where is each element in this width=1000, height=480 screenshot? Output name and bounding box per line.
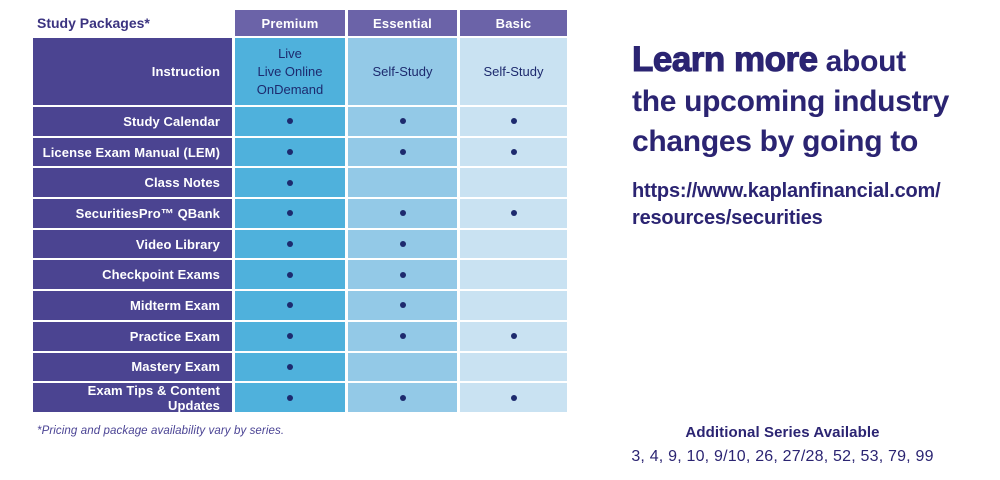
included-dot-icon (287, 333, 293, 340)
feature-cell-basic (460, 137, 567, 167)
row-label-instruction: Instruction (33, 38, 232, 105)
feature-row-label: Class Notes (33, 168, 232, 198)
table-corner-label: Study Packages* (37, 15, 150, 31)
instruction-cell-essential: Self-Study (348, 38, 457, 105)
feature-cell-basic (460, 199, 567, 228)
feature-cell-essential (348, 260, 457, 290)
feature-cell-essential (348, 168, 457, 198)
feature-cell-premium (235, 199, 345, 228)
feature-row-label: Mastery Exam (33, 352, 232, 382)
feature-cell-premium (235, 383, 345, 412)
column-header-basic: Basic (460, 10, 567, 36)
headline-line-2: the upcoming industry (632, 85, 950, 118)
included-dot-icon (510, 118, 517, 125)
feature-cell-premium (235, 107, 345, 136)
feature-row-label: Midterm Exam (33, 291, 232, 320)
study-packages-table: Study Packages* Premium Essential Basic … (33, 10, 567, 413)
feature-row-label: License Exam Manual (LEM) (33, 137, 232, 167)
column-header-essential: Essential (348, 10, 457, 36)
included-dot-icon (287, 363, 293, 370)
feature-cell-basic (460, 229, 567, 259)
headline-line-3: changes by going to (632, 125, 918, 158)
included-dot-icon (287, 118, 293, 125)
headline-line-1: Learn more about (631, 39, 994, 82)
feature-cell-premium (235, 291, 345, 320)
included-dot-icon (399, 394, 406, 401)
feature-cell-basic (460, 321, 567, 351)
feature-cell-essential (348, 137, 457, 167)
included-dot-icon (399, 210, 406, 217)
headline-rest: about (817, 45, 906, 78)
feature-cell-essential (348, 383, 457, 412)
included-dot-icon (510, 333, 517, 340)
website-url-line-1: https://www.kaplanfinancial.com/ (632, 180, 941, 202)
included-dot-icon (287, 271, 293, 278)
feature-cell-basic (460, 291, 567, 320)
instruction-cell-premium: Live Live Online OnDemand (235, 38, 345, 105)
feature-cell-essential (348, 199, 457, 228)
included-dot-icon (287, 394, 293, 401)
included-dot-icon (510, 394, 517, 401)
feature-cell-essential (348, 229, 457, 259)
included-dot-icon (399, 302, 406, 309)
column-header-premium: Premium (235, 10, 345, 36)
feature-cell-premium (235, 352, 345, 382)
included-dot-icon (399, 271, 406, 278)
included-dot-icon (510, 149, 517, 156)
included-dot-icon (399, 149, 406, 156)
included-dot-icon (510, 210, 517, 217)
feature-row-label: Checkpoint Exams (33, 260, 232, 290)
feature-cell-premium (235, 137, 345, 167)
included-dot-icon (399, 118, 406, 125)
feature-cell-basic (460, 168, 567, 198)
instruction-cell-basic: Self-Study (460, 38, 567, 105)
feature-cell-basic (460, 352, 567, 382)
pricing-footnote: *Pricing and package availability vary b… (37, 425, 285, 437)
feature-cell-essential (348, 291, 457, 320)
included-dot-icon (287, 241, 293, 248)
feature-row-label: Video Library (33, 229, 232, 259)
feature-cell-basic (460, 260, 567, 290)
learn-more-promo: Learn more about the upcoming industry c… (631, 39, 994, 232)
additional-series-values: 3, 4, 9, 10, 9/10, 26, 27/28, 52, 53, 79… (631, 448, 934, 465)
headline-emphasis: Learn more (631, 39, 818, 79)
feature-cell-premium (235, 321, 345, 351)
feature-cell-essential (348, 107, 457, 136)
instruction-premium-line: OnDemand (256, 81, 324, 97)
instruction-premium-line: Live Online (257, 63, 323, 79)
included-dot-icon (399, 333, 406, 340)
feature-row-label: Practice Exam (33, 321, 232, 351)
feature-cell-basic (460, 383, 567, 412)
feature-row-label: SecuritiesPro™ QBank (33, 199, 232, 228)
included-dot-icon (399, 241, 406, 248)
website-url: https://www.kaplanfinancial.com/ resourc… (632, 178, 994, 232)
feature-cell-basic (460, 107, 567, 136)
feature-cell-essential (348, 352, 457, 382)
additional-series: Additional Series Available 3, 4, 9, 10,… (615, 424, 950, 466)
feature-cell-premium (235, 168, 345, 198)
additional-series-title: Additional Series Available (685, 424, 880, 441)
included-dot-icon (287, 149, 293, 156)
feature-row-label: Study Calendar (33, 107, 232, 136)
website-url-line-2: resources/securities (632, 207, 823, 229)
included-dot-icon (287, 302, 293, 309)
feature-cell-premium (235, 260, 345, 290)
included-dot-icon (287, 179, 293, 186)
feature-cell-premium (235, 229, 345, 259)
instruction-premium-line: Live (278, 45, 302, 61)
included-dot-icon (287, 210, 293, 217)
feature-row-label: Exam Tips & Content Updates (33, 383, 232, 413)
feature-cell-essential (348, 321, 457, 351)
